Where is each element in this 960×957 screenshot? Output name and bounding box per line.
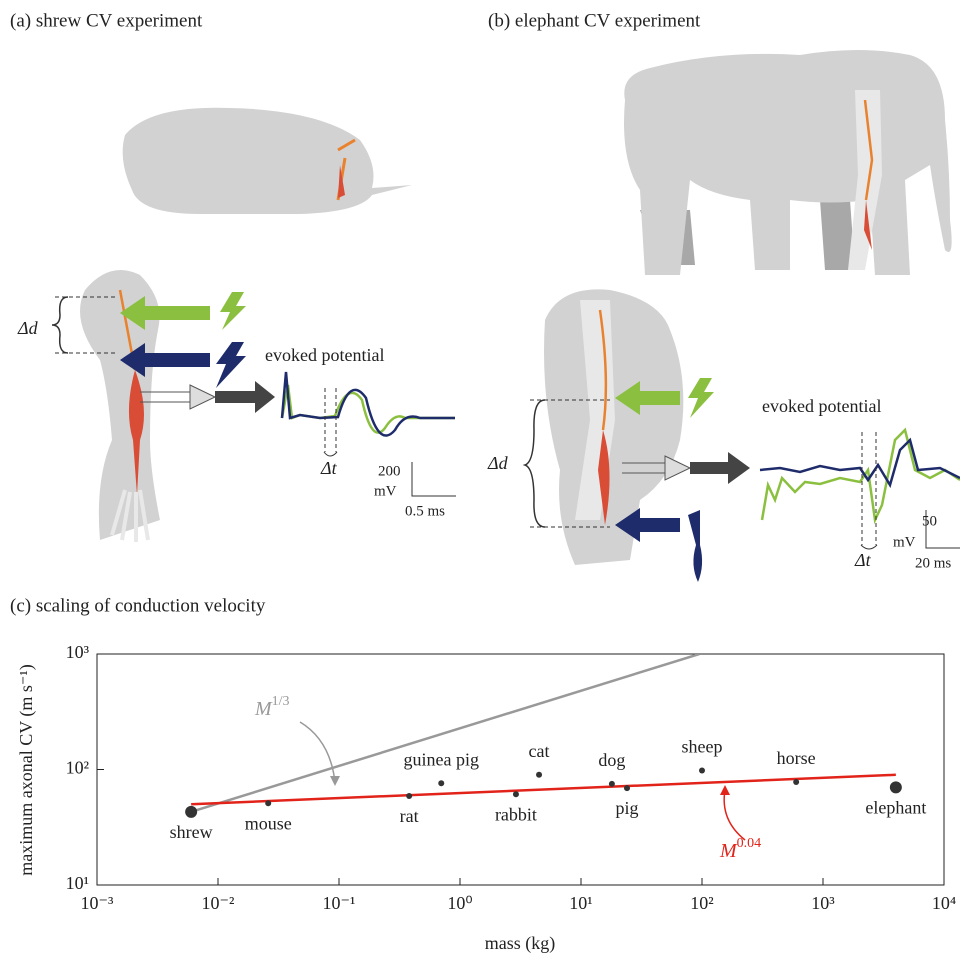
delta-d-label: Δd	[487, 453, 509, 473]
x-tick-label: 10⁻³	[81, 893, 115, 913]
arrow-head	[330, 776, 340, 786]
trend-label: M0.04	[719, 836, 761, 861]
data-point	[536, 772, 542, 778]
data-point	[406, 793, 412, 799]
delta-d-label: Δd	[17, 318, 39, 338]
figure: (a) shrew CV experiment Δd evoked potent…	[0, 0, 960, 957]
plot-frame	[97, 654, 944, 885]
point-label: elephant	[865, 798, 926, 818]
x-tick-label: 10⁻¹	[323, 893, 356, 913]
data-point	[438, 780, 444, 786]
annotation-arrow	[724, 790, 745, 840]
delta-t-label: Δt	[320, 458, 338, 478]
x-tick-label: 10³	[811, 893, 835, 913]
x-tick-label: 10¹	[569, 893, 592, 913]
waveform	[282, 372, 456, 496]
trend-label-exponent: 0.04	[737, 836, 762, 851]
chart-title: (c) scaling of conduction velocity	[10, 595, 266, 616]
point-label: mouse	[245, 813, 292, 833]
y-tick-label: 10²	[66, 758, 89, 778]
trend-label-base: M	[719, 840, 738, 862]
data-point	[890, 781, 902, 793]
point-label: rat	[400, 806, 419, 826]
evoked-label: evoked potential	[762, 396, 881, 416]
point-label: cat	[529, 741, 550, 761]
trend-label-exponent: 1/3	[272, 694, 290, 709]
trend-label-base: M	[254, 698, 273, 720]
elephant-illustration	[544, 50, 952, 565]
x-tick-label: 10⁻²	[202, 893, 235, 913]
data-point	[699, 768, 705, 774]
point-label: rabbit	[495, 804, 537, 824]
scale-time: 20 ms	[915, 555, 951, 571]
data-point	[265, 800, 271, 806]
delta-t-label: Δt	[854, 550, 872, 570]
scale-time: 0.5 ms	[405, 503, 445, 519]
panel-title: (b) elephant CV experiment	[488, 10, 701, 31]
point-label: sheep	[682, 737, 723, 757]
panel-title: (a) shrew CV experiment	[10, 10, 203, 31]
point-label: horse	[777, 748, 816, 768]
evoked-label: evoked potential	[265, 345, 384, 365]
trend-line	[191, 654, 699, 812]
scale-unit: mV	[374, 483, 397, 499]
scale-value: 200	[378, 463, 401, 479]
y-axis-label: maximum axonal CV (m s⁻¹)	[16, 664, 37, 876]
scale-unit: mV	[893, 534, 916, 550]
data-point	[793, 779, 799, 785]
data-point	[513, 791, 519, 797]
scale-value: 50	[922, 513, 937, 529]
data-point	[624, 785, 630, 791]
arrow-head	[720, 785, 730, 795]
point-label: dog	[598, 750, 625, 770]
x-axis-label: mass (kg)	[485, 933, 556, 954]
y-tick-label: 10¹	[66, 873, 89, 893]
point-label: guinea pig	[404, 749, 479, 769]
shrew-illustration	[80, 108, 412, 542]
data-point	[609, 781, 615, 787]
data-point	[185, 806, 197, 818]
trend-label: M1/3	[254, 694, 290, 719]
point-label: shrew	[170, 822, 213, 842]
y-tick-label: 10³	[66, 642, 90, 662]
x-tick-label: 10⁴	[932, 893, 956, 913]
x-tick-label: 10²	[690, 893, 713, 913]
waveform	[760, 430, 960, 549]
x-tick-label: 10⁰	[447, 893, 472, 913]
point-label: pig	[615, 798, 638, 818]
